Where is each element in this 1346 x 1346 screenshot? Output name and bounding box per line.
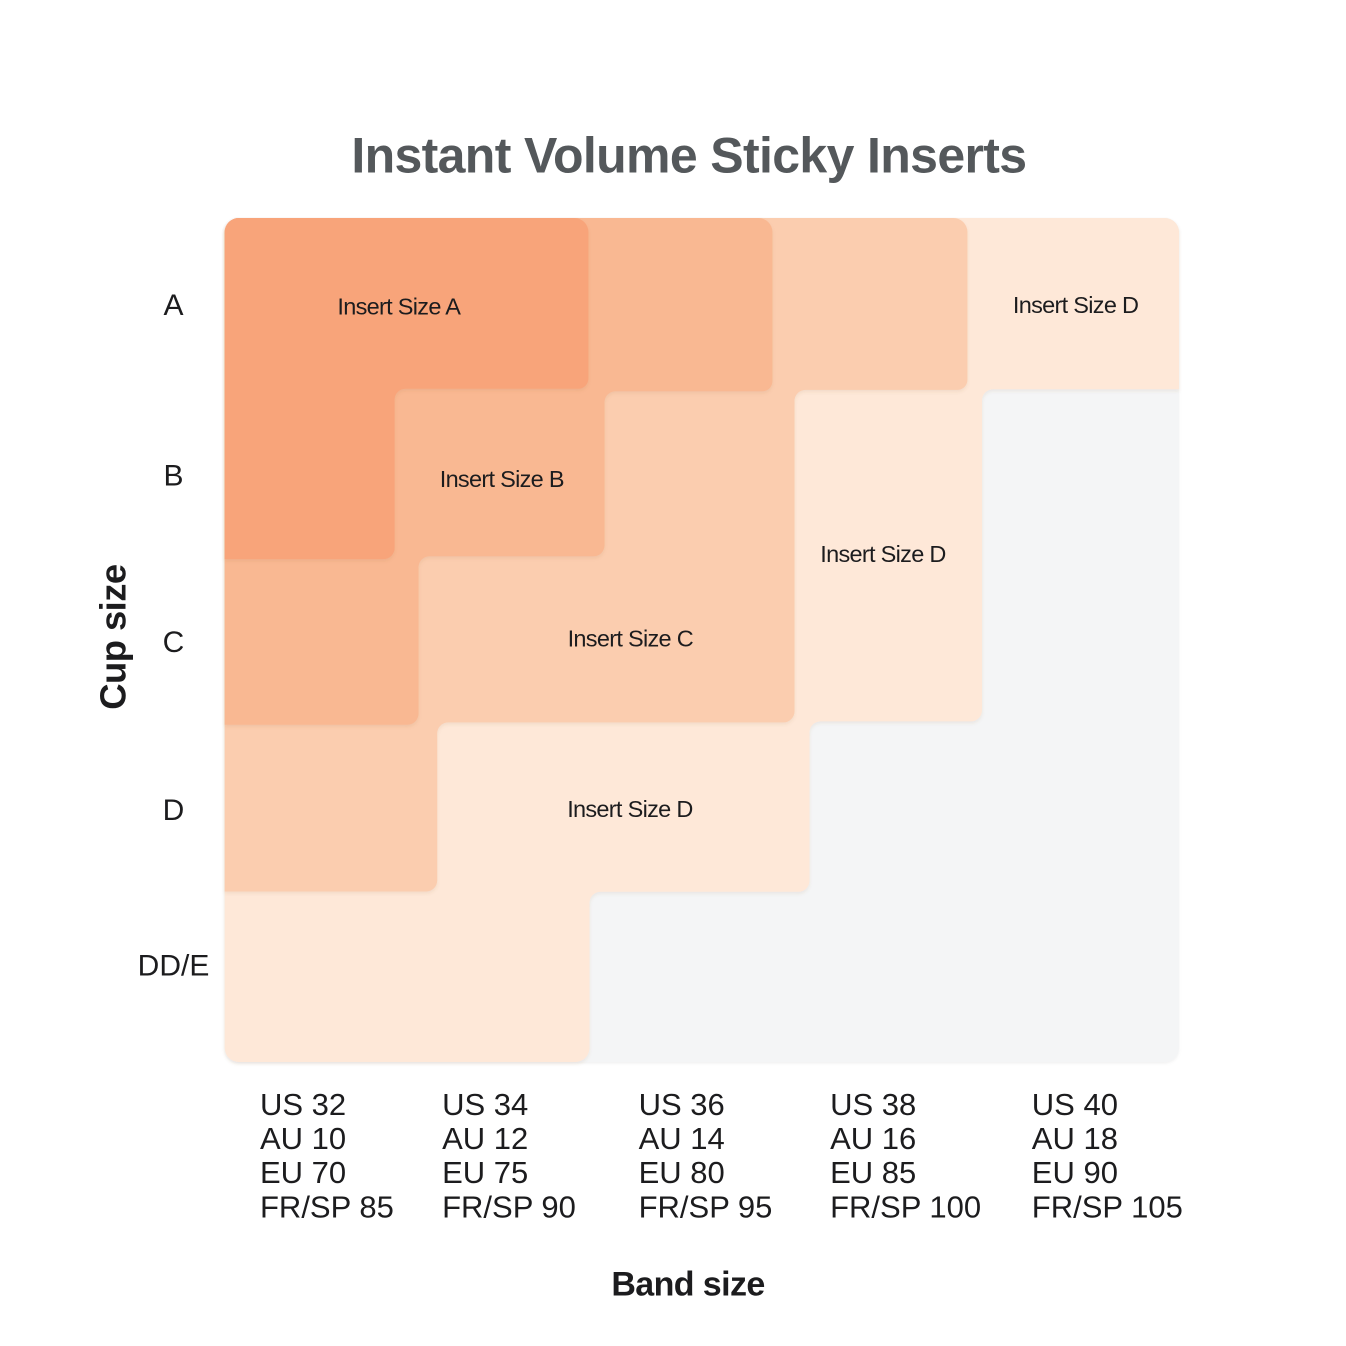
- svg-text:FR/SP 85: FR/SP 85: [260, 1189, 394, 1224]
- svg-text:AU 18: AU 18: [1032, 1121, 1118, 1156]
- svg-text:AU 10: AU 10: [260, 1121, 346, 1156]
- svg-text:D: D: [163, 794, 185, 827]
- svg-text:US 34: US 34: [442, 1087, 528, 1122]
- svg-text:Insert Size A: Insert Size A: [337, 294, 461, 320]
- svg-text:Insert Size D: Insert Size D: [1013, 292, 1138, 318]
- svg-text:US 38: US 38: [830, 1087, 916, 1122]
- svg-text:Instant Volume Sticky Inserts: Instant Volume Sticky Inserts: [351, 128, 1026, 184]
- svg-text:B: B: [163, 460, 183, 493]
- svg-text:FR/SP 95: FR/SP 95: [639, 1189, 773, 1224]
- svg-text:Insert Size D: Insert Size D: [820, 541, 945, 567]
- svg-text:Insert Size B: Insert Size B: [440, 466, 564, 492]
- svg-text:EU 90: EU 90: [1032, 1155, 1118, 1190]
- svg-text:FR/SP 105: FR/SP 105: [1032, 1189, 1183, 1224]
- svg-text:US 32: US 32: [260, 1087, 346, 1122]
- svg-text:FR/SP 90: FR/SP 90: [442, 1189, 576, 1224]
- svg-text:AU 16: AU 16: [830, 1121, 916, 1156]
- svg-text:Cup size: Cup size: [93, 564, 134, 710]
- svg-text:US 36: US 36: [639, 1087, 725, 1122]
- svg-text:FR/SP 100: FR/SP 100: [830, 1189, 981, 1224]
- svg-text:EU 80: EU 80: [639, 1155, 725, 1190]
- svg-text:Band size: Band size: [611, 1265, 764, 1303]
- svg-text:A: A: [163, 289, 183, 322]
- svg-text:AU 12: AU 12: [442, 1121, 528, 1156]
- svg-text:Insert Size C: Insert Size C: [568, 626, 694, 652]
- svg-text:C: C: [163, 626, 185, 659]
- svg-text:Insert Size D: Insert Size D: [567, 796, 692, 822]
- svg-text:US 40: US 40: [1032, 1087, 1118, 1122]
- svg-text:EU 70: EU 70: [260, 1155, 346, 1190]
- svg-text:DD/E: DD/E: [138, 949, 210, 982]
- svg-text:AU 14: AU 14: [639, 1121, 725, 1156]
- svg-text:EU 75: EU 75: [442, 1155, 528, 1190]
- svg-text:EU 85: EU 85: [830, 1155, 916, 1190]
